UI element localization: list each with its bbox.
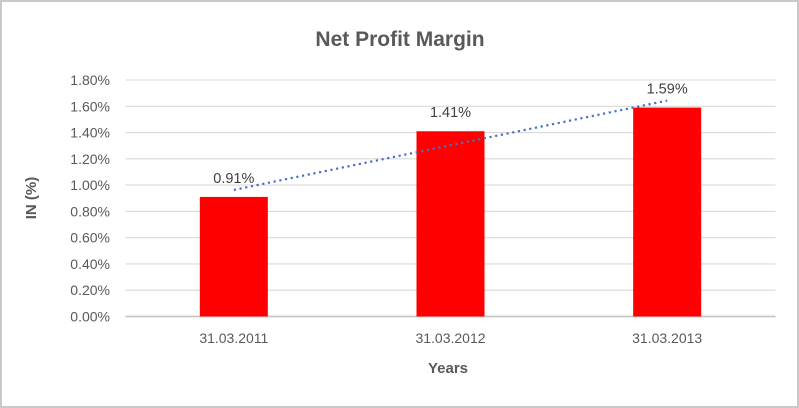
y-tick-label: 0.40%	[70, 256, 110, 272]
data-label: 0.91%	[213, 171, 254, 187]
x-axis-title: Years	[428, 360, 468, 377]
x-axis-tick-labels: 31.03.2011 31.03.2012 31.03.2013	[199, 330, 702, 346]
bar	[199, 196, 268, 317]
data-label: 1.41%	[430, 105, 471, 121]
x-tick-label: 31.03.2012	[415, 330, 485, 346]
y-tick-label: 0.80%	[70, 203, 110, 219]
trendline-dotted-line	[233, 99, 668, 192]
y-axis-tick-labels: 0.00% 0.20% 0.40% 0.60% 0.80% 1.00% 1.20% 1.40%…	[70, 72, 110, 325]
chart-title: Net Profit Margin	[315, 28, 484, 51]
y-axis-title: IN (%)	[23, 177, 40, 220]
bar	[416, 131, 485, 317]
y-tick-label: 0.20%	[70, 282, 110, 298]
y-tick-label: 1.40%	[70, 125, 110, 141]
bar-series	[199, 107, 702, 317]
y-tick-label: 1.00%	[70, 177, 110, 193]
data-labels: 0.91% 1.41% 1.59%	[213, 82, 688, 187]
y-tick-label: 1.80%	[70, 72, 110, 88]
y-tick-label: 1.20%	[70, 151, 110, 167]
data-label: 1.59%	[647, 82, 688, 98]
bar	[633, 107, 702, 317]
y-tick-label: 0.60%	[70, 230, 110, 246]
y-tick-label: 0.00%	[70, 309, 110, 325]
trendline	[233, 99, 668, 192]
x-tick-label: 31.03.2011	[199, 330, 268, 346]
y-tick-label: 1.60%	[70, 98, 110, 114]
x-tick-label: 31.03.2013	[632, 330, 702, 346]
